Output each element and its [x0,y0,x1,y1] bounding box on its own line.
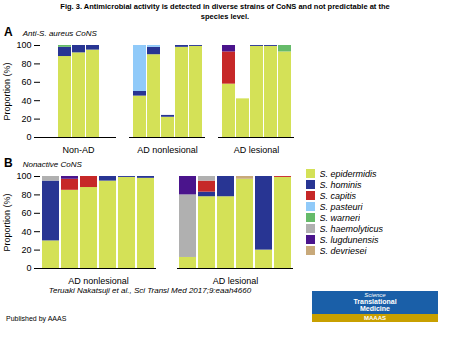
html-text:S. capitis: S. capitis [319,190,356,201]
html-text:S. epidermidis: S. epidermidis [319,168,377,179]
svg-text:20: 20 [21,113,31,123]
svg-text:40: 40 [21,95,31,105]
html-text:Science: Science [364,291,386,298]
svg-text:AD nonlesional: AD nonlesional [137,144,198,154]
svg-text:0: 0 [26,132,31,142]
svg-text:20: 20 [21,244,31,254]
html-text:Translational: Translational [353,297,397,305]
html-text:Fig. 3. Antimicrobial activity: Fig. 3. Antimicrobial activity is detect… [60,2,390,21]
svg-text:Proportion (%): Proportion (%) [2,62,12,120]
svg-text:40: 40 [21,226,31,236]
svg-text:60: 60 [21,77,31,87]
svg-text:80: 80 [21,189,31,199]
svg-text:100: 100 [16,40,31,50]
html-text:Nonactive CoNS: Nonactive CoNS [22,159,82,169]
svg-text:AD lesional: AD lesional [234,144,280,154]
html-text:B: B [4,155,13,170]
svg-text:60: 60 [21,208,31,218]
html-text:Anti-S. aureus CoNS: Anti-S. aureus CoNS [22,28,97,38]
html-text:S. pasteuri: S. pasteuri [319,201,363,212]
html-text:S. lugdunensis: S. lugdunensis [319,234,379,245]
html-text:Medicine: Medicine [360,305,390,313]
svg-text:80: 80 [21,58,31,68]
html-text:MAAAS: MAAAS [364,314,386,321]
html-text:S. warneri: S. warneri [319,212,360,223]
svg-text:AD nonlesional: AD nonlesional [68,275,129,285]
html-text:Teruaki Nakatsuji et al., Sci: Teruaki Nakatsuji et al., Sci Transl Med… [48,285,252,295]
svg-text:0: 0 [26,263,31,273]
svg-text:Non-AD: Non-AD [62,144,95,154]
html-text:S. hominis: S. hominis [319,179,362,190]
svg-text:AD lesional: AD lesional [213,275,259,285]
html-text:A: A [4,24,13,39]
html-text:S. devriesei: S. devriesei [319,245,367,256]
svg-text:Proportion (%): Proportion (%) [2,193,12,251]
html-text:Published by AAAS: Published by AAAS [6,314,67,322]
html-text:S. haemolyticus: S. haemolyticus [319,223,383,234]
svg-text:100: 100 [16,171,31,181]
